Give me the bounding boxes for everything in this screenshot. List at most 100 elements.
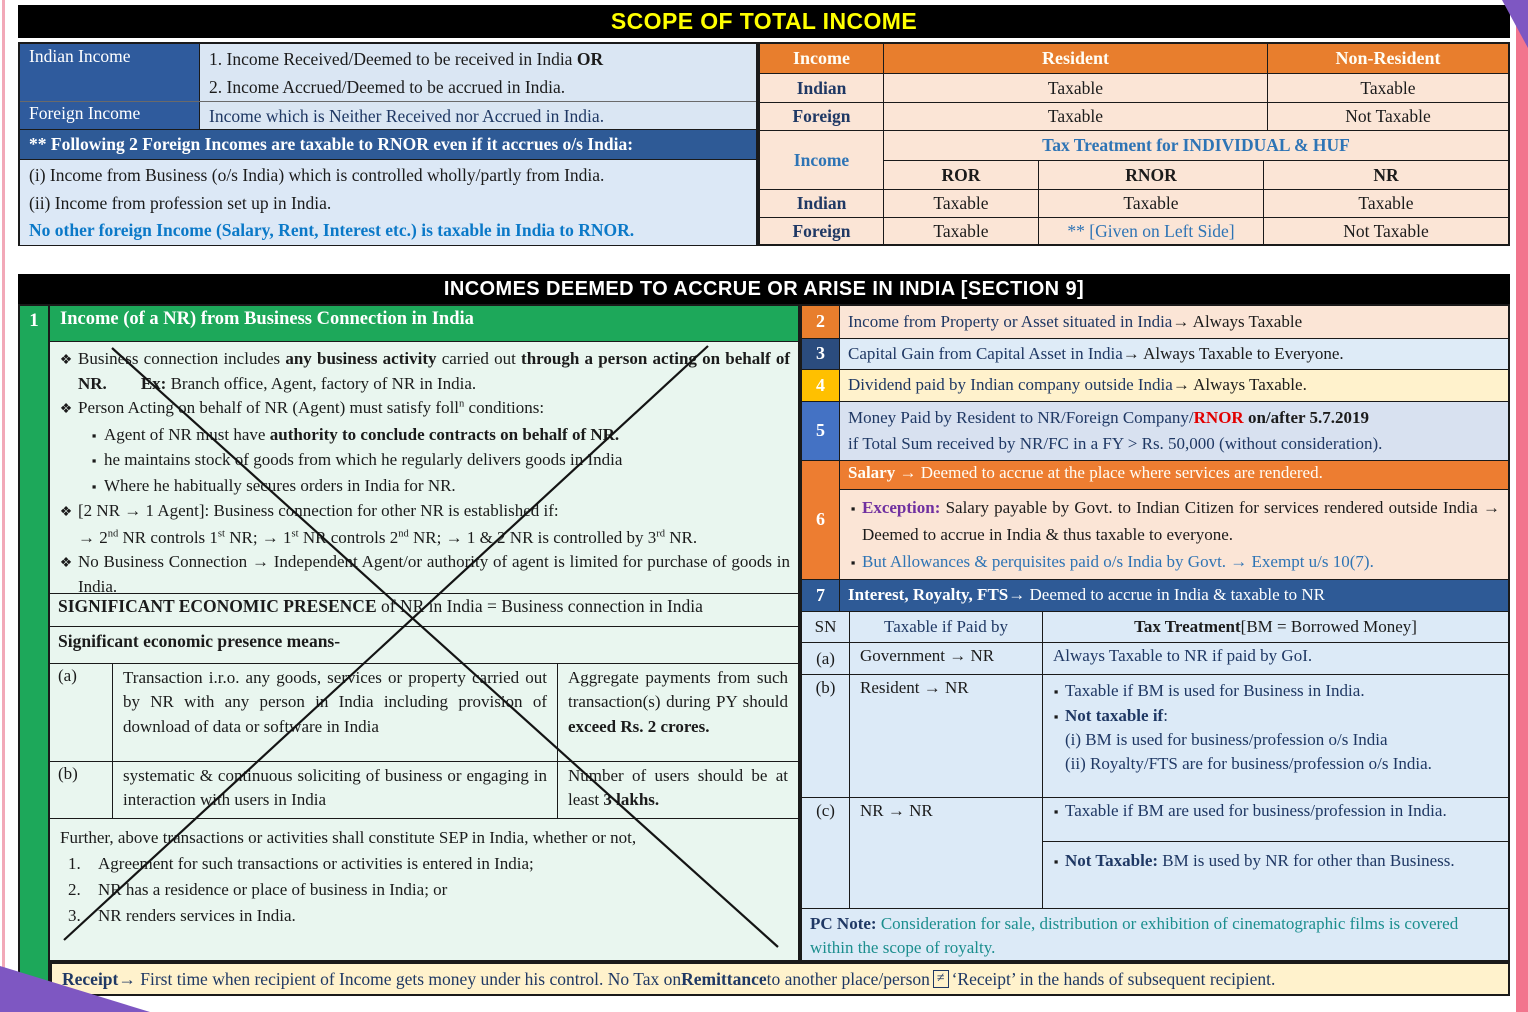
item4-number: 4 xyxy=(802,369,840,401)
foreign-income-label: Foreign Income xyxy=(20,102,200,129)
bullet-no-business-connection: No Business Connection → Independent Age… xyxy=(54,550,790,599)
item5-number: 5 xyxy=(802,401,840,460)
rnor-note-band: ** Following 2 Foreign Incomes are taxab… xyxy=(20,129,756,159)
indian-nonresident-value: Taxable xyxy=(1360,77,1416,98)
deemed-income-panel: 2 Income from Property or Asset situated… xyxy=(800,304,1510,962)
bullet-agent-conditions: Person Acting on behalf of NR (Agent) mu… xyxy=(54,396,790,423)
square-bullet-icon xyxy=(844,494,862,548)
sep-table: (a) Transaction i.r.o. any goods, servic… xyxy=(50,663,798,818)
item2-row: 2 Income from Property or Asset situated… xyxy=(802,306,1508,339)
item2-text: Income from Property or Asset situated i… xyxy=(840,306,1508,338)
sub-bullet-stock: he maintains stock of goods from which h… xyxy=(84,448,790,474)
indian-rnor-value: Taxable xyxy=(1039,190,1264,217)
item6-allowance-bullet: But Allowances & perquisites paid o/s In… xyxy=(844,548,1500,576)
item6-number: 6 xyxy=(802,460,840,579)
scope-title: SCOPE OF TOTAL INCOME xyxy=(610,8,918,34)
item4-text: Dividend paid by Indian company outside … xyxy=(840,369,1508,401)
item6-exception-bullet: Exception: Salary payable by Govt. to In… xyxy=(844,494,1500,548)
col-header-resident: Resident xyxy=(884,44,1268,73)
sep-row: SIGNIFICANT ECONOMIC PRESENCE of NR in I… xyxy=(50,593,798,626)
item6-salary-band: Salary → Deemed to accrue at the place w… xyxy=(840,460,1508,490)
square-bullet-icon xyxy=(1047,704,1065,729)
sep-footer-item-2: 2. NR has a residence or place of busine… xyxy=(68,880,448,899)
right-pink-strip xyxy=(1516,0,1528,1012)
sub-bullet-orders: Where he habitually secures orders in In… xyxy=(84,474,790,500)
square-bullet-icon xyxy=(1047,679,1065,704)
paid-by-header: Taxable if Paid by xyxy=(850,611,1043,643)
foreign-row: Foreign Taxable Not Taxable xyxy=(760,102,1508,130)
item5-row: 5 Money Paid by Resident to NR/Foreign C… xyxy=(802,401,1508,461)
item3-row: 3 Capital Gain from Capital Asset in Ind… xyxy=(802,338,1508,370)
row-c-taxable-cell: Taxable if BM are used for business/prof… xyxy=(1043,798,1508,843)
sep-a-threshold: Aggregate payments from such transaction… xyxy=(568,668,788,736)
subheader-ror: ROR xyxy=(884,161,1039,189)
item4-row: 4 Dividend paid by Indian company outsid… xyxy=(802,369,1508,402)
sep-row-b: (b) systematic & continuous soliciting o… xyxy=(50,762,798,818)
item7-text: Interest, Royalty, FTS → Deemed to accru… xyxy=(848,585,1325,605)
receipt-note-row: Receipt → First time when recipient of I… xyxy=(50,962,1510,996)
scope-of-total-income-header: SCOPE OF TOTAL INCOME xyxy=(18,5,1510,38)
row-c-not-taxable-cell: Not Taxable: BM is used by NR for other … xyxy=(1043,842,1508,908)
indian-income-desc: 1. Income Received/Deemed to be received… xyxy=(200,44,756,101)
square-bullet-icon xyxy=(84,474,104,500)
treatment-block: Income Tax Treatment for INDIVIDUAL & HU… xyxy=(760,130,1508,189)
sep-footer-intro: Further, above transactions or activitie… xyxy=(60,828,637,847)
item5-text: Money Paid by Resident to NR/Foreign Com… xyxy=(840,401,1508,460)
left-pink-line xyxy=(2,0,5,1012)
foreign-income-desc: Income which is Neither Received nor Acc… xyxy=(200,102,756,129)
indian-income-row: Indian Income 1. Income Received/Deemed … xyxy=(20,44,756,101)
sep-b-threshold: Number of users should be at least 3 lak… xyxy=(568,766,788,810)
sep-footer-item-1: 1. Agreement for such transactions or ac… xyxy=(68,854,534,873)
indian-income-line2: 2. Income Accrued/Deemed to be accrued i… xyxy=(209,77,566,97)
indian-income-line1: 1. Income Received/Deemed to be received… xyxy=(209,49,604,69)
item6-content: Salary → Deemed to accrue at the place w… xyxy=(840,460,1508,579)
foreign-treatment-row: Foreign Taxable ** [Given on Left Side] … xyxy=(760,217,1508,244)
foreign-rnor-value: ** [Given on Left Side] xyxy=(1039,218,1264,244)
interest-row-b: (b) Resident → NR Taxable if BM is used … xyxy=(802,675,1508,799)
item5-line1: Money Paid by Resident to NR/Foreign Com… xyxy=(848,407,1370,427)
foreign-resident-value: Taxable xyxy=(884,103,1268,130)
item5-line2: if Total Sum received by NR/FC in a FY >… xyxy=(848,434,1383,454)
indian-nr-value: Taxable xyxy=(1358,193,1414,213)
rnor-item-2: (ii) Income from profession set up in In… xyxy=(29,192,332,213)
row-b-not-taxable-bullet: Not taxable if: xyxy=(1047,704,1500,729)
residency-header-row: Income Resident Non-Resident xyxy=(760,44,1508,73)
square-bullet-icon xyxy=(844,548,862,576)
sep-row-a: (a) Transaction i.r.o. any goods, servic… xyxy=(50,664,798,762)
indian-resident-value: Taxable xyxy=(884,74,1268,102)
sub-bullet-authority: Agent of NR must have authority to concl… xyxy=(84,423,790,449)
foreign-treatment-label: Foreign xyxy=(760,218,884,244)
foreign-nonresident-value: Not Taxable xyxy=(1345,106,1431,126)
foreign-income-row: Foreign Income Income which is Neither R… xyxy=(20,101,756,129)
treatment-title: Tax Treatment for INDIVIDUAL & HUF xyxy=(884,131,1508,161)
item2-number: 2 xyxy=(802,306,840,338)
indian-treatment-row: Indian Taxable Taxable Taxable xyxy=(760,189,1508,217)
col-header-non-resident: Non-Resident xyxy=(1335,48,1441,68)
interest-row-c: (c) NR → NR Taxable if BM are used for b… xyxy=(802,798,1508,910)
col-header-income: Income xyxy=(760,44,884,73)
item7-row: 7 Interest, Royalty, FTS → Deemed to acc… xyxy=(802,579,1508,612)
bullet-business-connection: Business connection includes any busines… xyxy=(54,347,790,396)
subheader-nr: NR xyxy=(1373,164,1399,185)
bullet-two-nr-continued: → 2nd NR controls 1st NR; → 1st NR contr… xyxy=(78,527,698,547)
residency-tax-table: Income Resident Non-Resident Indian Taxa… xyxy=(758,42,1510,246)
item1-number: 1 xyxy=(29,310,39,331)
sep-footer: Further, above transactions or activitie… xyxy=(50,818,798,960)
rnor-highlight: No other foreign Income (Salary, Rent, I… xyxy=(29,220,635,240)
diamond-bullet-icon xyxy=(54,347,78,396)
item6-body: Exception: Salary payable by Govt. to In… xyxy=(840,489,1508,579)
sn-header: SN xyxy=(802,611,850,643)
diamond-bullet-icon xyxy=(54,396,78,423)
section9-header: INCOMES DEEMED TO ACCRUE OR ARISE IN IND… xyxy=(18,274,1510,304)
tax-treatment-header: Tax Treatment [BM = Borrowed Money] xyxy=(1134,616,1417,636)
row-c-treatment: Taxable if BM are used for business/prof… xyxy=(1043,798,1508,908)
sep-b-label: (b) xyxy=(50,762,113,818)
diamond-bullet-icon xyxy=(54,550,78,599)
row-c-label: (c) xyxy=(802,798,850,909)
treatment-cols: Tax Treatment for INDIVIDUAL & HUF ROR R… xyxy=(884,131,1508,189)
row-b-treatment: Taxable if BM is used for Business in In… xyxy=(1043,675,1508,797)
sep-footer-item-3: 3. NR renders services in India. xyxy=(68,906,296,925)
item3-text: Capital Gain from Capital Asset in India… xyxy=(840,338,1508,369)
foreign-ror-value: Taxable xyxy=(884,218,1039,244)
rnor-item-1: (i) Income from Business (o/s India) whi… xyxy=(29,165,605,185)
